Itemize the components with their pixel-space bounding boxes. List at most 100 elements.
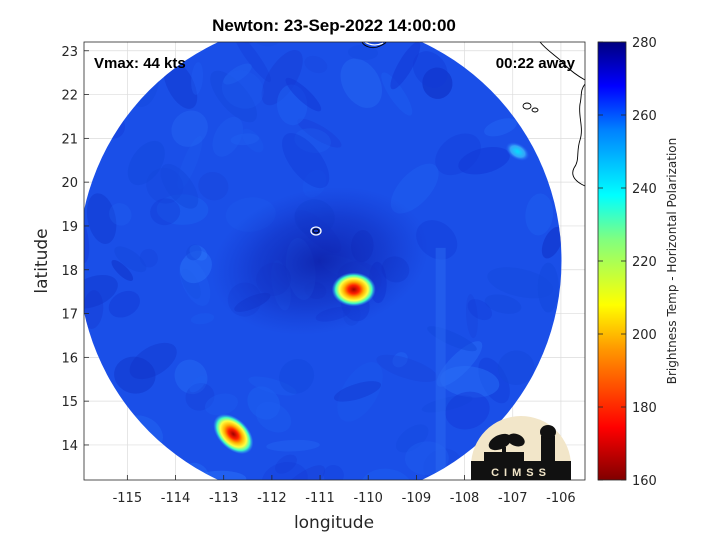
colorbar-tick-label: 280 [632,36,657,51]
texture-blob [294,128,331,153]
texture-blob [190,313,215,325]
coastline-mainland [539,42,585,81]
texture-blob [390,163,439,214]
time-away-annotation: 00:22 away [496,55,576,72]
texture-blob [282,133,330,189]
chart-title: Newton: 23-Sep-2022 14:00:00 [212,16,456,35]
y-tick-label: 19 [61,220,78,235]
swath-seam [435,247,446,480]
texture-blob [156,194,209,225]
logo-dish-icon [507,433,525,447]
texture-blob [179,258,211,306]
texture-blob [497,350,535,385]
x-tick-label: -113 [209,491,239,506]
texture-blob [525,193,554,236]
logo-building-icon [484,452,524,461]
texture-blob [422,67,453,99]
colorbar-tick-label: 260 [632,109,657,124]
y-tick-label: 15 [61,395,78,410]
y-tick-label: 18 [61,264,78,279]
texture-blob [381,72,413,116]
texture-blob [519,2,555,38]
island-icon [522,102,532,110]
cimss-logo: CIMSS [471,416,571,480]
texture-blob [204,393,239,416]
swath-data [84,2,562,480]
texture-blob [412,51,448,88]
texture-blob [532,42,558,43]
texture-blob [537,262,559,313]
y-tick-label: 22 [61,89,78,104]
texture-blob [248,376,297,396]
x-tick-label: -108 [450,491,480,506]
feature-land-patch [505,142,530,161]
colorbar-tick-label: 200 [632,328,657,343]
texture-blob [210,70,257,123]
texture-blob [436,341,483,387]
colorbar-tick-label: 220 [632,255,657,270]
colorbar-ticks: 160 180 200 220 240 260 280 [598,36,657,489]
texture-blob [360,468,412,480]
texture-blob [127,140,165,186]
colorbar-tick-label: 160 [632,474,657,489]
texture-blob [337,362,383,422]
texture-blob [285,77,322,112]
texture-blob [223,63,252,85]
texture-blob [392,352,408,368]
texture-blob [212,116,244,157]
texture-blob [198,171,229,201]
texture-blob [304,55,328,74]
texture-blob [484,294,522,314]
coastline-baja [361,42,387,49]
feature-convective-core [331,272,376,307]
logo-dish-icon [488,433,512,451]
texture-blob [163,59,198,109]
texture-blob [129,342,177,380]
y-tick-label: 17 [61,308,78,323]
feature-convective-band [213,413,254,455]
y-axis-label: latitude [32,228,52,293]
texture-blob [86,193,117,244]
texture-blob [266,439,320,452]
coastline-baja-white [364,42,384,46]
y-tick-label: 23 [61,45,78,60]
texture-blob [275,454,297,474]
texture-blob [279,358,315,394]
texture-blob [376,354,438,382]
texture-blob [247,386,281,420]
texture-blob [261,49,303,106]
y-axis-ticks: 14 15 16 17 18 19 20 21 22 23 [61,45,89,454]
texture-blob [108,290,140,318]
texture-blob [189,375,207,393]
logo-banner [471,461,571,480]
texture-blob [139,248,158,268]
texture-blob [535,42,562,46]
texture-blob [114,356,156,394]
y-tick-label: 21 [61,132,78,147]
texture-blob [440,366,500,398]
texture-blob [421,395,473,413]
y-tick-label: 20 [61,176,78,191]
texture-blob [111,259,134,281]
vmax-annotation: Vmax: 44 kts [94,55,186,72]
axes-frame [83,41,586,481]
texture-blob [340,58,383,108]
texture-blob [395,424,429,453]
y-tick-label: 16 [61,351,78,366]
x-tick-label: -106 [546,491,576,506]
island-socorro-inner [312,228,320,234]
x-tick-label: -112 [257,491,287,506]
logo-text: CIMSS [491,467,551,479]
x-tick-label: -109 [402,491,432,506]
texture-blob [146,167,184,204]
x-axis-label: longitude [294,513,374,533]
texture-blob [150,198,181,226]
logo-tower-icon [541,436,555,461]
texture-blob [445,391,490,430]
coastlines [310,42,585,236]
coastline-east [572,83,585,187]
circulation-center [211,186,429,336]
texture-blob [230,133,260,146]
logo-tower-tank-icon [540,425,556,439]
